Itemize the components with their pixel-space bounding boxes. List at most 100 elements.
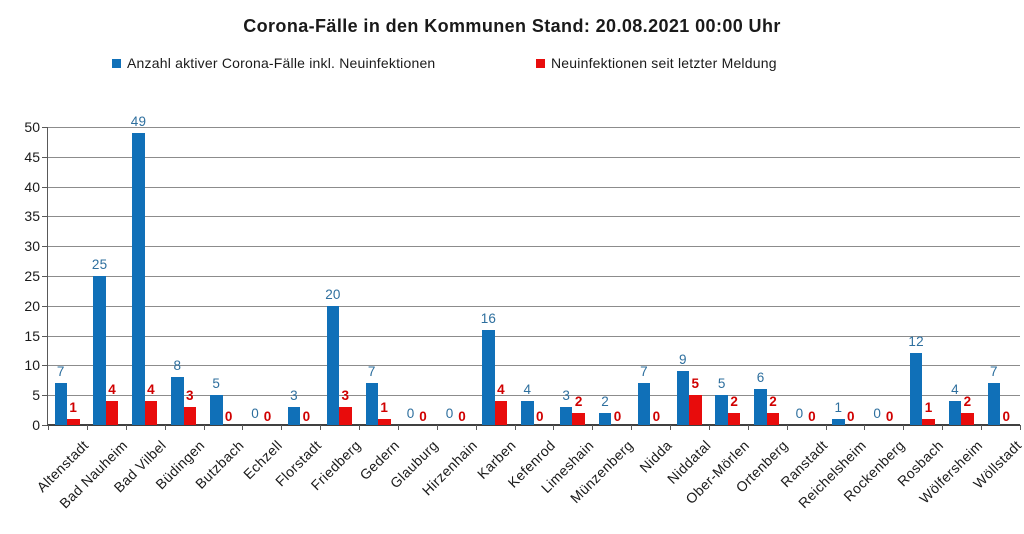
x-axis-tick [670, 425, 672, 430]
gridline-y20 [48, 305, 1020, 307]
y-axis-tick [42, 127, 47, 128]
y-axis-line [47, 127, 48, 425]
x-axis-tick [359, 425, 361, 430]
bar-new-Bad Vilbel [144, 401, 158, 425]
value-label-active-Butzbach: 5 [212, 376, 221, 392]
bar-active-Karben [482, 329, 495, 425]
value-label-new-Reichelsheim: 0 [846, 409, 855, 424]
value-label-active-Karben: 16 [480, 310, 497, 326]
value-label-new-Ortenberg: 2 [769, 394, 777, 410]
x-axis-tick [903, 425, 905, 430]
x-axis-tick [475, 425, 477, 430]
bar-active-Nidda [637, 383, 651, 425]
chart-title: Corona-Fälle in den Kommunen Stand: 20.0… [243, 16, 781, 36]
value-label-new-Niddatal: 5 [691, 376, 700, 392]
value-label-active-Ortenberg: 6 [756, 370, 765, 386]
x-axis-tick [1020, 425, 1021, 430]
x-axis-tick [281, 425, 283, 430]
value-label-new-Hirzenhain: 0 [458, 409, 466, 424]
value-label-active-Rosbach: 12 [908, 334, 924, 350]
x-axis-tick [864, 425, 866, 430]
y-axis-label: 45 [24, 148, 40, 165]
value-label-active-Echzell: 0 [251, 406, 259, 421]
value-label-new-Bad Vilbel: 4 [147, 382, 155, 398]
gridline-y10 [48, 365, 1020, 367]
bar-active-Altenstadt [54, 383, 67, 425]
y-axis-label: 30 [24, 238, 40, 255]
value-label-new-Münzenberg: 0 [613, 409, 622, 424]
value-label-active-Florstadt: 3 [290, 388, 298, 404]
x-axis-tick [242, 425, 244, 430]
gridline-y5 [48, 395, 1020, 397]
bar-new-Rosbach [922, 419, 935, 425]
value-label-active-Bad Nauheim: 25 [91, 257, 108, 272]
value-label-active-Nidda: 7 [640, 364, 648, 380]
bar-active-Bad Nauheim [93, 276, 106, 425]
bar-active-Niddatal [676, 371, 690, 425]
value-label-active-Kefenrod: 4 [523, 382, 532, 398]
value-label-active-Limeshain: 3 [562, 388, 571, 404]
value-label-active-Glauburg: 0 [406, 406, 415, 421]
y-axis-tick [42, 365, 47, 367]
y-axis-tick [42, 156, 47, 158]
bar-new-Karben [494, 401, 508, 425]
x-axis-tick [592, 425, 594, 430]
bar-new-Niddatal [689, 395, 702, 425]
value-label-active-Gedern: 7 [367, 364, 376, 380]
value-label-new-Wölfersheim: 2 [963, 394, 972, 410]
bar-new-Gedern [378, 419, 391, 425]
value-label-new-Ranstadt: 0 [808, 409, 816, 424]
bar-active-Büdingen [171, 377, 184, 425]
x-axis-line [47, 424, 1020, 426]
value-label-active-Friedberg: 20 [325, 286, 341, 302]
value-label-new-Friedberg: 3 [341, 388, 350, 404]
value-label-new-Florstadt: 0 [302, 409, 311, 424]
legend-item-active-cases: Anzahl aktiver Corona-Fälle inkl. Neuinf… [112, 54, 435, 72]
y-axis-tick [42, 216, 47, 218]
bar-active-Gedern [365, 383, 379, 425]
bar-active-Wölfersheim [948, 401, 962, 425]
x-axis-tick [631, 425, 633, 430]
y-axis-tick [42, 395, 47, 397]
x-axis-tick [786, 425, 788, 430]
x-axis-tick [164, 425, 166, 430]
value-label-new-Glauburg: 0 [419, 409, 428, 424]
x-axis-tick [86, 425, 88, 430]
gridline-y35 [48, 216, 1020, 218]
bar-active-Limeshain [559, 407, 573, 425]
bar-new-Büdingen [183, 407, 197, 425]
bar-active-Wöllstadt [987, 383, 1001, 425]
y-axis-tick [42, 246, 47, 248]
gridline-y45 [48, 156, 1020, 158]
bar-new-Ober-Mörlen [727, 413, 741, 425]
bar-active-Ober-Mörlen [715, 395, 728, 425]
x-axis-tick [942, 425, 944, 430]
x-axis-tick [553, 425, 555, 430]
x-axis-tick [708, 425, 710, 430]
bar-active-Münzenberg [598, 413, 612, 425]
value-label-active-Bad Vilbel: 49 [130, 113, 147, 129]
x-axis-tick [125, 425, 127, 430]
value-label-active-Altenstadt: 7 [56, 364, 65, 380]
x-axis-tick [320, 425, 322, 430]
gridline-y15 [48, 335, 1020, 337]
value-label-new-Karben: 4 [497, 382, 505, 398]
value-label-active-Reichelsheim: 1 [834, 400, 843, 416]
legend-swatch-blue-icon [112, 58, 121, 68]
gridline-y50 [48, 127, 1020, 128]
y-axis-label: 5 [32, 387, 40, 404]
value-label-new-Büdingen: 3 [186, 388, 194, 404]
value-label-active-Büdingen: 8 [173, 358, 182, 374]
y-axis-label: 0 [32, 417, 40, 433]
bar-active-Florstadt [287, 407, 301, 425]
value-label-new-Echzell: 0 [263, 409, 272, 424]
y-axis-tick [42, 305, 47, 307]
value-label-new-Limeshain: 2 [574, 394, 583, 410]
value-label-new-Bad Nauheim: 4 [108, 382, 116, 398]
value-label-new-Rockenberg: 0 [885, 409, 894, 424]
gridline-y40 [48, 186, 1020, 188]
bar-active-Ortenberg [754, 389, 767, 425]
y-axis-tick [42, 335, 47, 337]
value-label-new-Rosbach: 1 [924, 400, 933, 416]
